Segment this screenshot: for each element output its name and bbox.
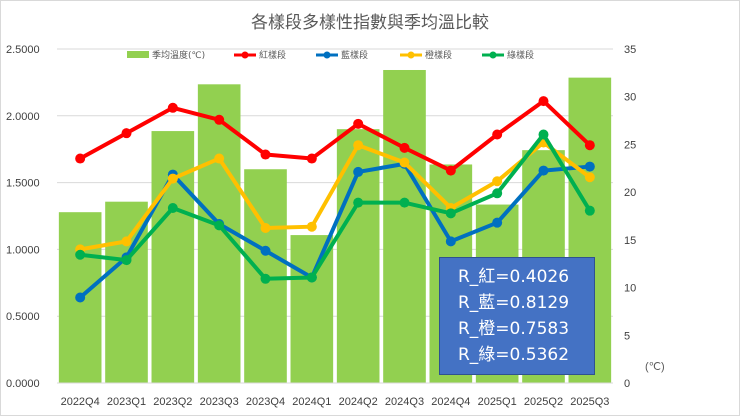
right-axis-tick: 30 — [624, 92, 636, 104]
data-point-marker — [492, 176, 503, 187]
data-point-marker — [445, 236, 456, 247]
temperature-bar — [151, 131, 195, 383]
data-point-marker — [306, 272, 317, 283]
data-point-marker — [584, 140, 595, 151]
right-axis-tick: 0 — [624, 378, 630, 390]
right-axis-tick: 5 — [624, 330, 630, 342]
data-point-marker — [75, 249, 86, 260]
data-point-marker — [399, 197, 410, 208]
data-point-marker — [167, 102, 178, 113]
x-axis-label: 2025Q1 — [478, 396, 517, 408]
data-point-marker — [353, 197, 364, 208]
right-axis-tick: 20 — [624, 187, 636, 199]
data-point-marker — [353, 166, 364, 177]
left-axis-tick: 0.5000 — [6, 311, 40, 323]
left-axis-tick: 1.0000 — [6, 244, 40, 256]
right-axis-unit-label: (℃) — [645, 361, 665, 373]
data-point-marker — [399, 142, 410, 153]
x-axis-label: 2023Q2 — [153, 396, 192, 408]
x-axis-label: 2024Q4 — [431, 396, 470, 408]
data-point-marker — [75, 153, 86, 164]
data-point-marker — [260, 245, 271, 256]
legend-label: 紅樣段 — [259, 49, 286, 61]
left-axis-tick: 2.0000 — [6, 111, 40, 123]
data-point-marker — [353, 118, 364, 129]
data-point-marker — [492, 217, 503, 228]
temperature-bar — [290, 235, 334, 383]
legend-marker — [407, 51, 415, 59]
left-axis-tick: 0.0000 — [6, 378, 40, 390]
correlation-orange: R_橙=0.7583 — [458, 319, 570, 339]
left-axis-tick: 2.5000 — [6, 44, 40, 56]
data-point-marker — [306, 221, 317, 232]
chart-title: 各樣段多樣性指數與季均溫比較 — [251, 13, 489, 33]
legend-marker — [323, 51, 331, 59]
data-point-marker — [167, 173, 178, 184]
x-axis-label: 2023Q1 — [107, 396, 146, 408]
x-axis-label: 2023Q3 — [200, 396, 239, 408]
legend-label: 季均溫度(℃) — [152, 49, 205, 61]
data-point-marker — [492, 188, 503, 199]
temperature-bar — [383, 69, 426, 383]
data-point-marker — [353, 140, 364, 151]
series-line — [79, 99, 592, 173]
right-axis-tick: 15 — [624, 235, 636, 247]
right-axis-tick: 25 — [624, 139, 636, 151]
data-point-marker — [214, 114, 225, 125]
x-axis-label: 2022Q4 — [61, 396, 100, 408]
x-axis-label: 2024Q1 — [292, 396, 331, 408]
data-point-marker — [584, 172, 595, 183]
correlation-blue: R_藍=0.8129 — [458, 293, 570, 313]
data-point-marker — [399, 157, 410, 168]
x-axis-label: 2024Q2 — [339, 396, 378, 408]
series-line — [79, 132, 592, 281]
x-axis-label: 2025Q3 — [570, 396, 609, 408]
data-point-marker — [445, 208, 456, 219]
correlation-red: R_紅=0.4026 — [458, 267, 570, 287]
legend-label: 綠樣段 — [507, 49, 534, 61]
data-point-marker — [167, 202, 178, 213]
series-line — [79, 140, 592, 252]
x-axis-label: 2024Q3 — [385, 396, 424, 408]
data-point-marker — [214, 153, 225, 164]
data-point-marker — [445, 165, 456, 176]
data-point-marker — [121, 128, 132, 139]
legend-label: 藍樣段 — [341, 49, 368, 61]
legend-bar-swatch — [127, 51, 149, 58]
data-point-marker — [492, 129, 503, 140]
x-axis-label: 2025Q2 — [524, 396, 563, 408]
correlation-green: R_綠=0.5362 — [458, 345, 570, 365]
data-point-marker — [584, 205, 595, 216]
right-axis-tick: 35 — [624, 44, 636, 56]
legend-label: 橙樣段 — [425, 49, 452, 61]
right-axis-tick: 10 — [624, 283, 636, 295]
data-point-marker — [538, 96, 549, 107]
data-point-marker — [260, 149, 271, 160]
data-point-marker — [214, 220, 225, 231]
data-point-marker — [584, 161, 595, 172]
data-point-marker — [121, 255, 132, 266]
data-point-marker — [121, 236, 132, 247]
legend-marker — [489, 51, 497, 59]
data-point-marker — [75, 292, 86, 303]
data-point-marker — [538, 129, 549, 140]
data-point-marker — [260, 273, 271, 284]
left-axis-tick: 1.5000 — [6, 178, 40, 190]
x-axis-label: 2023Q4 — [246, 396, 285, 408]
data-point-marker — [260, 223, 271, 234]
correlation-annotation-box: R_紅=0.4026 R_藍=0.8129 R_橙=0.7583 R_綠=0.5… — [439, 257, 595, 375]
data-point-marker — [538, 165, 549, 176]
data-point-marker — [306, 153, 317, 164]
legend-marker — [241, 51, 249, 59]
